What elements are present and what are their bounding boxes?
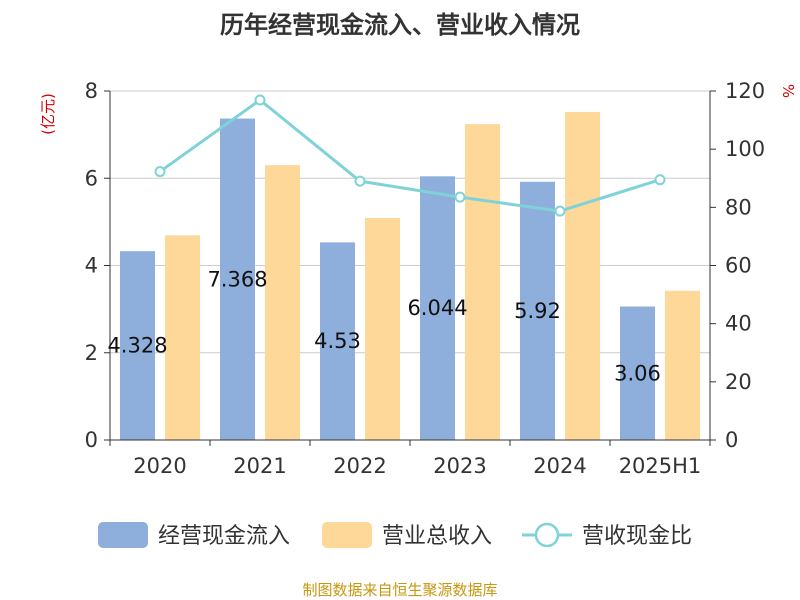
ratio-line-point [154,166,166,178]
gridlines [110,90,710,354]
right-tick-label: 40 [725,312,752,336]
right-tick-label: 120 [725,79,765,103]
bar-data-label: 5.92 [514,299,561,323]
bar-data-label: 6.044 [407,296,467,320]
left-tick-label: 8 [85,79,98,103]
bar-cash-inflow [120,251,155,440]
bar-revenue [665,290,700,440]
legend-ratio-label: 营收现金比 [582,524,692,549]
x-tick-label: 2022 [333,454,386,478]
bar-revenue [165,235,200,440]
legend-cash-inflow-label: 经营现金流入 [158,524,290,549]
ratio-line-path [159,98,661,213]
bar-data-label: 7.368 [207,267,267,291]
bar-revenue [365,217,400,440]
bar-cash-inflow [620,306,655,440]
right-tick-label: 0 [725,428,738,452]
bar-cash-inflow [520,181,555,441]
bar-cash-inflow [220,118,255,441]
legend-cash-inflow-swatch [98,522,148,548]
x-tick-label: 2020 [133,454,186,478]
ratio-line-point [554,205,566,217]
x-tick-label: 2021 [233,454,286,478]
right-tick-label: 100 [725,137,765,161]
bar-data-label: 3.06 [614,361,661,385]
x-tick-label: 2024 [533,454,586,478]
ratio-line-point [354,175,366,187]
left-axis-unit: (亿元) [39,93,57,135]
bar-cash-inflow [320,242,355,440]
bar-data-label: 4.53 [314,329,361,353]
legend-revenue-label: 营业总收入 [382,524,492,549]
ratio-line-point [454,191,466,203]
left-tick-label: 2 [85,341,98,365]
left-tick-label: 0 [85,428,98,452]
bar-revenue [265,165,300,440]
x-tick-label: 2025H1 [619,454,702,478]
ratio-line [154,94,666,217]
legend-revenue-swatch [322,522,372,548]
chart-title: 历年经营现金流入、营业收入情况 [220,11,580,39]
legend: 经营现金流入 营业总收入 营收现金比 [98,522,692,549]
left-tick-label: 6 [85,166,98,190]
bars [120,111,700,441]
source-note: 制图数据来自恒生聚源数据库 [302,581,497,599]
bar-revenue [465,124,500,440]
right-tick-label: 80 [725,195,752,219]
right-axis-unit: % [779,84,797,98]
right-tick-label: 20 [725,370,752,394]
legend-ratio-swatch-marker [534,522,560,548]
x-tick-label: 2023 [433,454,486,478]
ratio-line-point [254,94,266,106]
bar-data-label: 4.328 [107,334,167,358]
ratio-line-point [654,174,666,186]
right-tick-label: 60 [725,254,752,278]
bar-cash-inflow [420,176,455,440]
bar-revenue [565,111,600,440]
data-labels: 4.328 7.368 4.53 6.044 5.92 3.06 [107,267,660,385]
left-tick-label: 4 [85,254,98,278]
